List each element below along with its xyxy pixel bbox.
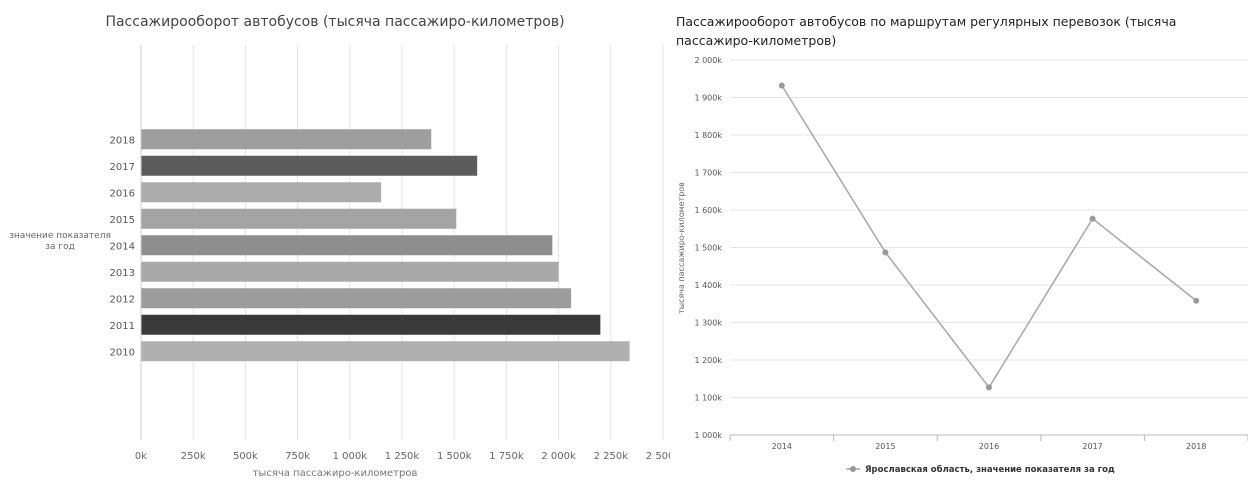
bar: [141, 208, 457, 229]
y-axis-title-line: за год: [45, 242, 75, 252]
y-category-label: 2012: [110, 294, 135, 305]
x-tick-label: 1 500k: [437, 451, 472, 462]
bar-chart-svg: 0k 250k 500k 750k 1 000k 1 250k 1 500k 1 750k 2 …: [9, 45, 680, 479]
bar: [141, 182, 382, 203]
y-category-label: 2011: [110, 321, 135, 332]
y-tick-label: 1 600k: [694, 206, 722, 215]
x-tick-label: 250k: [181, 451, 206, 462]
y-tick-label: 1 500k: [694, 244, 722, 253]
data-point: [882, 249, 889, 256]
line-chart-svg: 1 000k 1 100k 1 200k 1 300k 1 400k 1 500k 1 60…: [677, 56, 1248, 475]
bar: [141, 288, 572, 309]
x-tick-label: 2018: [1186, 442, 1206, 451]
y-axis-title: значение показателя за год: [9, 231, 111, 252]
y-category-label: 2018: [110, 135, 135, 146]
x-tick-label: 2014: [772, 442, 792, 451]
x-axis-title: тысяча пассажиро-километров: [253, 468, 418, 479]
x-tick-label: 1 000k: [333, 451, 368, 462]
bar-chart-panel: Пассажирооборот автобусов (тысяча пассаж…: [9, 14, 680, 479]
x-tick-label: 2 250k: [594, 451, 629, 462]
y-tick-label: 1 300k: [694, 319, 722, 328]
bar: [141, 235, 553, 256]
data-point: [1193, 297, 1200, 304]
data-point: [1089, 215, 1096, 222]
x-tick-label: 2 500k: [646, 451, 670, 462]
y-category-label: 2010: [110, 347, 135, 358]
x-tick-label: 2015: [875, 442, 895, 451]
y-tick-label: 1 000k: [694, 431, 722, 440]
x-tick-label: 2 000k: [541, 451, 576, 462]
line-chart-panel: Пассажирооборот автобусов по маршрутам р…: [670, 0, 1248, 480]
y-category-label: 2017: [110, 162, 135, 173]
legend-marker-symbol: [850, 466, 856, 472]
bar: [141, 341, 630, 362]
y-tick-label: 1 800k: [694, 131, 722, 140]
y-category-label: 2015: [110, 215, 135, 226]
y-axis-title-line: значение показателя: [9, 231, 111, 241]
bar: [141, 155, 478, 176]
data-point: [986, 384, 992, 391]
x-tick-label: 0k: [135, 451, 147, 462]
y-tick-label: 1 400k: [694, 281, 722, 290]
x-tick-label: 750k: [285, 451, 310, 462]
legend-item-label: Ярославская область, значение показателя…: [865, 464, 1115, 475]
bar-chart-title: Пассажирооборот автобусов (тысяча пассаж…: [105, 14, 565, 30]
x-tick-label: 500k: [233, 451, 258, 462]
x-tick-label: 1 750k: [489, 451, 524, 462]
y-tick-label: 1 700k: [694, 169, 722, 178]
y-category-label: 2014: [110, 241, 135, 252]
bar: [141, 261, 559, 282]
y-tick-label: 2 000k: [694, 56, 722, 65]
y-category-label: 2016: [110, 188, 135, 199]
x-tick-label: 2017: [1082, 442, 1102, 451]
bar: [141, 314, 601, 335]
y-category-label: 2013: [110, 268, 135, 279]
y-tick-label: 1 200k: [694, 356, 722, 365]
y-tick-label: 1 100k: [694, 394, 722, 403]
data-point: [778, 82, 785, 89]
y-tick-label: 1 900k: [694, 94, 722, 103]
y-axis-title: тысяча пассажиро-километров: [677, 182, 686, 314]
series-line: [781, 85, 1197, 389]
bar: [141, 129, 432, 150]
x-tick-label: 2016: [979, 442, 999, 451]
x-tick-label: 1 250k: [385, 451, 420, 462]
line-chart-title: Пассажирооборот автобусов по маршрутам р…: [676, 14, 1177, 48]
